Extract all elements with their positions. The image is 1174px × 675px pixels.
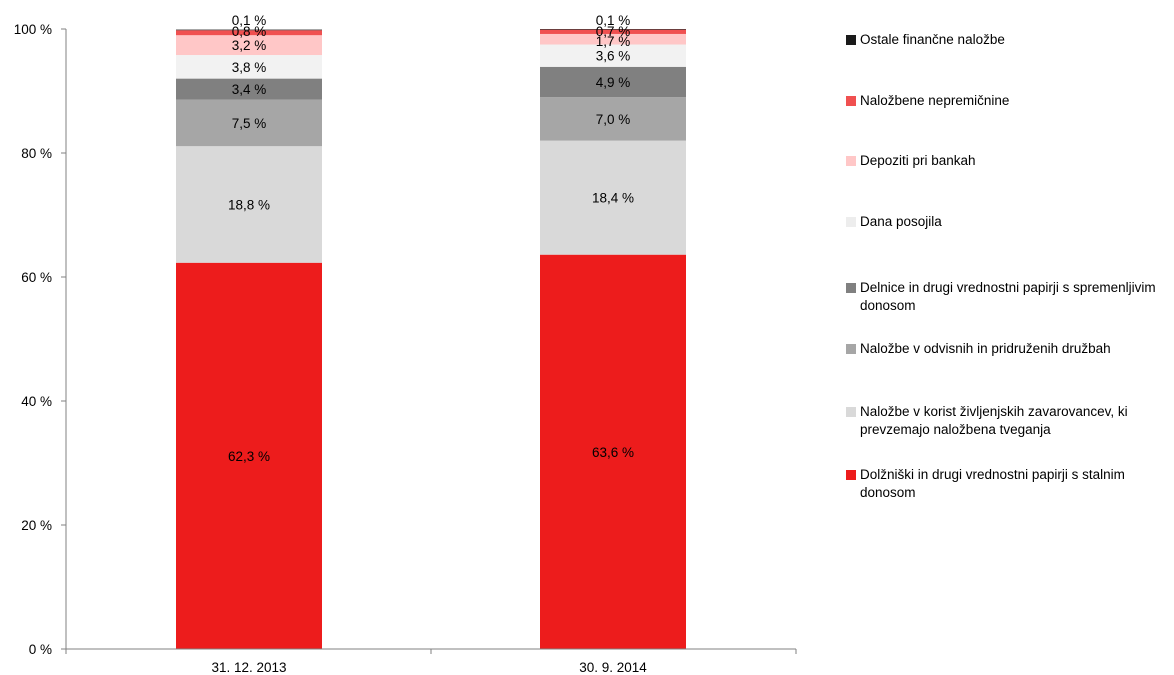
data-label: 0,1 % (232, 13, 267, 28)
x-tick-label: 31. 12. 2013 (211, 660, 286, 675)
bar-segment (540, 97, 686, 141)
y-tick-label: 20 % (21, 518, 52, 533)
bar-segment (176, 78, 322, 100)
bar-segment (176, 146, 322, 263)
y-tick-label: 100 % (14, 22, 52, 37)
chart-legend: Ostale finančne naložbe Naložbene nepremi… (846, 0, 1166, 675)
data-label: 62,3 % (228, 449, 270, 464)
legend-label: Delnice in drugi vrednostni papirji s sp… (860, 280, 1156, 313)
data-label: 1,7 % (596, 34, 631, 49)
y-tick-label: 40 % (21, 394, 52, 409)
legend-swatch (846, 156, 856, 166)
data-label: 4,9 % (596, 75, 631, 90)
bar-segment (540, 66, 686, 98)
bar-segment (540, 33, 686, 45)
legend-label: Dana posojila (860, 214, 942, 229)
legend-swatch (846, 217, 856, 227)
stacked-bar-chart: 62,3 %18,8 %7,5 %3,4 %3,8 %3,2 %0,8 %0,1… (14, 13, 797, 675)
data-label: 0,8 % (232, 24, 267, 39)
legend-swatch (846, 470, 856, 480)
bar-segment (176, 29, 322, 31)
y-tick-label: 60 % (21, 270, 52, 285)
data-label: 3,6 % (596, 49, 631, 64)
bar-segment (540, 140, 686, 255)
legend-item: Delnice in drugi vrednostni papirji s sp… (846, 279, 1160, 315)
legend-swatch (846, 283, 856, 293)
data-label: 3,4 % (232, 82, 267, 97)
data-label: 0,1 % (596, 13, 631, 28)
legend-swatch (846, 35, 856, 45)
x-tick-label: 30. 9. 2014 (579, 660, 647, 675)
y-tick-label: 80 % (21, 146, 52, 161)
bar-segment (176, 35, 322, 56)
bar-segment (176, 55, 322, 79)
data-label: 18,4 % (592, 191, 634, 206)
y-tick-label: 0 % (29, 642, 52, 657)
legend-item: Depoziti pri bankah (846, 152, 976, 170)
bar-segment (176, 99, 322, 147)
legend-item: Naložbe v korist življenjskih zavarovanc… (846, 403, 1160, 439)
bar-segment (176, 30, 322, 36)
data-label: 18,8 % (228, 197, 270, 212)
data-label: 3,8 % (232, 60, 267, 75)
bar-segment (540, 44, 686, 67)
legend-item: Dolžniški in drugi vrednostni papirji s … (846, 466, 1160, 502)
data-label: 3,2 % (232, 38, 267, 53)
data-label: 0,7 % (596, 24, 631, 39)
bar-segment (540, 254, 686, 649)
bar-segment (176, 262, 322, 649)
legend-item: Naložbe v odvisnih in pridruženih družba… (846, 340, 1111, 358)
legend-label: Naložbe v korist življenjskih zavarovanc… (860, 404, 1128, 437)
bar-segment (540, 29, 686, 34)
legend-label: Naložbene nepremičnine (860, 93, 1010, 108)
data-label: 63,6 % (592, 445, 634, 460)
legend-label: Ostale finančne naložbe (860, 32, 1005, 47)
legend-swatch (846, 344, 856, 354)
legend-label: Naložbe v odvisnih in pridruženih družba… (860, 341, 1111, 356)
legend-swatch (846, 96, 856, 106)
legend-swatch (846, 407, 856, 417)
legend-item: Ostale finančne naložbe (846, 31, 1005, 49)
legend-item: Naložbene nepremičnine (846, 92, 1009, 110)
bar-segment (540, 29, 686, 30)
legend-label: Dolžniški in drugi vrednostni papirji s … (860, 467, 1125, 500)
data-label: 7,0 % (596, 112, 631, 127)
legend-item: Dana posojila (846, 213, 942, 231)
legend-label: Depoziti pri bankah (860, 153, 976, 168)
data-label: 7,5 % (232, 116, 267, 131)
